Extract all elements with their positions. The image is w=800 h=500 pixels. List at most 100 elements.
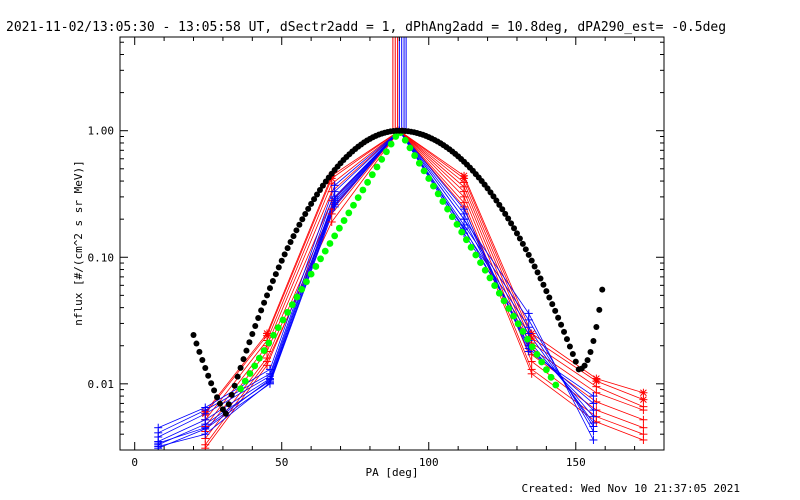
black-model-dot xyxy=(502,210,509,217)
green-model-dot xyxy=(293,293,301,301)
plus-marker xyxy=(589,435,598,444)
black-model-dot xyxy=(561,328,568,335)
x-axis-label: PA [deg] xyxy=(366,466,419,479)
x-tick-label: 150 xyxy=(566,456,586,469)
green-model-dot xyxy=(477,259,484,267)
black-model-dot xyxy=(296,221,303,228)
black-model-dot xyxy=(293,227,300,234)
black-model-dot xyxy=(311,196,318,203)
black-model-dot xyxy=(249,330,256,337)
green-model-dot xyxy=(298,285,306,293)
y-tick-label: 0.01 xyxy=(88,378,115,391)
y-tick-label: 1.00 xyxy=(88,125,115,138)
black-model-dot xyxy=(552,307,559,314)
black-model-dot xyxy=(208,380,215,387)
series-line xyxy=(204,130,644,415)
green-model-dot xyxy=(270,331,277,339)
black-model-dot xyxy=(190,332,197,339)
marker-stroke xyxy=(460,175,468,182)
green-model-dot xyxy=(255,354,263,362)
green-model-dot xyxy=(406,144,414,152)
black-model-dot xyxy=(569,351,576,358)
chart-title: 2021-11-02/13:05:30 - 13:05:58 UT, dSect… xyxy=(6,20,726,35)
green-model-dot xyxy=(326,240,334,247)
x-tick-label: 50 xyxy=(275,456,288,469)
green-model-dot xyxy=(533,350,541,358)
plus-marker xyxy=(327,209,336,218)
black-model-dot xyxy=(255,315,262,322)
green-model-dot xyxy=(430,182,437,190)
series-line xyxy=(204,130,644,421)
black-model-dot xyxy=(287,239,294,246)
plus-marker xyxy=(527,357,536,366)
plus-marker xyxy=(524,347,533,356)
green-model-dot xyxy=(284,308,292,316)
y-axis: 1.00 0.10 0.01 xyxy=(88,41,664,451)
black-model-dot xyxy=(537,275,544,282)
plus-marker xyxy=(639,415,648,424)
series-line xyxy=(204,130,644,427)
plus-marker xyxy=(527,369,536,378)
series-line xyxy=(204,130,644,439)
star-marker xyxy=(639,395,648,404)
green-model-dot xyxy=(279,316,287,324)
plus-marker xyxy=(639,406,648,415)
black-model-dot xyxy=(558,321,565,328)
black-model-dot xyxy=(519,240,526,247)
black-model-dot xyxy=(290,233,297,240)
green-model-dot xyxy=(364,178,371,186)
green-model-dot xyxy=(453,220,461,228)
black-model-dot xyxy=(264,292,271,299)
star-marker xyxy=(460,174,469,183)
green-model-dot xyxy=(335,224,343,232)
plot-area xyxy=(154,37,648,450)
marker-stroke xyxy=(640,396,647,403)
black-model-dot xyxy=(246,339,253,346)
plus-marker xyxy=(201,444,210,450)
green-model-dot xyxy=(491,282,499,289)
black-model-dot xyxy=(211,387,218,394)
black-model-dot xyxy=(599,286,606,293)
green-model-dot xyxy=(439,198,447,205)
plus-marker xyxy=(589,392,598,401)
plus-marker xyxy=(589,406,598,415)
green-model-dot xyxy=(383,148,390,156)
green-model-dot xyxy=(510,312,517,320)
black-model-dot xyxy=(525,251,532,258)
plus-marker xyxy=(524,315,533,324)
green-model-dot xyxy=(481,266,489,274)
vertical-line-group xyxy=(392,37,407,131)
black-model-dot xyxy=(522,246,529,253)
black-model-dot xyxy=(266,285,273,292)
green-model-dot xyxy=(265,339,273,347)
black-model-dot xyxy=(275,264,282,271)
green-model-dot xyxy=(241,377,249,385)
black-model-dot xyxy=(222,410,229,417)
black-model-dot xyxy=(202,365,209,372)
black-model-dot xyxy=(555,314,562,321)
black-model-dot xyxy=(581,362,588,369)
green-model-dot xyxy=(317,255,324,263)
plus-marker xyxy=(327,217,336,226)
plus-marker xyxy=(460,205,469,214)
marker-stroke xyxy=(640,389,647,397)
black-model-dot xyxy=(199,357,206,364)
black-model-dot xyxy=(505,215,512,222)
series-line xyxy=(158,130,594,449)
black-model-dot xyxy=(216,400,223,407)
green-model-dot xyxy=(542,366,550,374)
black-model-dot xyxy=(234,373,241,380)
series-line xyxy=(158,130,594,438)
green-model-dot xyxy=(486,274,494,282)
black-model-dot xyxy=(549,301,556,308)
green-model-dot xyxy=(392,133,400,140)
green-model-dot xyxy=(260,347,268,354)
plus-marker xyxy=(265,375,274,384)
series-line xyxy=(158,130,594,442)
green-model-dot xyxy=(547,373,555,381)
green-model-dot xyxy=(448,213,456,221)
green-model-dot xyxy=(303,278,310,286)
green-model-dot xyxy=(350,201,357,209)
green-model-dot xyxy=(321,247,329,255)
